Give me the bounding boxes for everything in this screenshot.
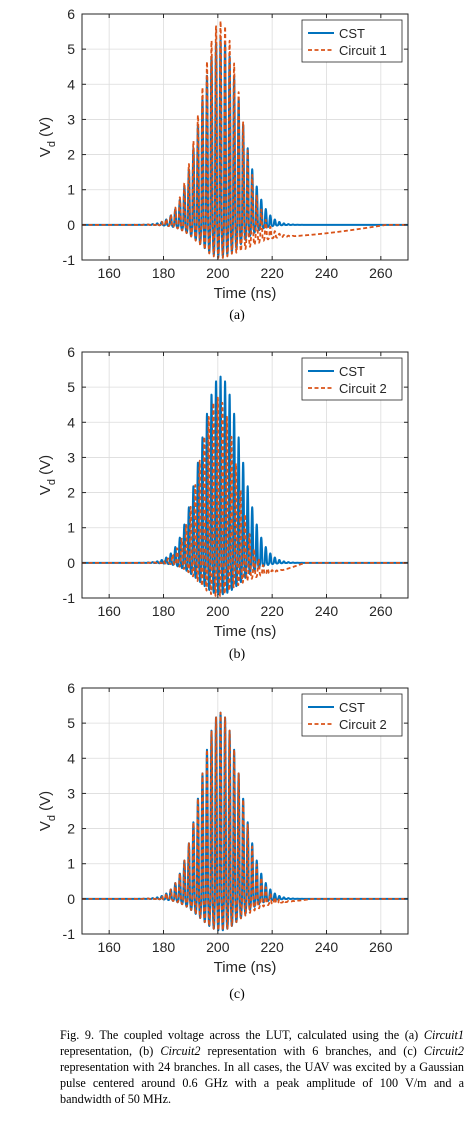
x-tick-label-b: 220 <box>260 603 284 619</box>
chart-panel-b: 160 180 200 220 240 260 -1 0 1 2 3 4 5 6 Time (ns) Vd (… <box>0 338 474 676</box>
y-axis-label-sub-c: d <box>46 815 58 821</box>
series-line-c-circuit <box>82 711 408 932</box>
x-tick-label-c: 200 <box>206 939 230 955</box>
y-tick-label-b: 6 <box>67 344 75 360</box>
caption-em-1: Circuit1 <box>423 1028 464 1042</box>
figure-caption: Fig. 9. The coupled voltage across the L… <box>60 1027 464 1107</box>
chart-c: 160 180 200 220 240 260 -1 0 1 2 3 4 5 6 Time (ns) Vd (… <box>37 680 409 976</box>
x-axis-label-c: Time (ns) <box>214 959 277 976</box>
series-line-b-circuit <box>82 396 408 597</box>
y-tick-label-a: 0 <box>67 217 75 233</box>
y-tick-label-b: 3 <box>67 449 75 465</box>
x-tick-label-a: 160 <box>97 265 121 281</box>
x-tick-label-b: 160 <box>97 603 121 619</box>
x-tick-label-b: 180 <box>152 603 176 619</box>
x-tick-label-c: 240 <box>315 939 339 955</box>
y-tick-label-a: 1 <box>67 182 75 198</box>
legend-label-b-0: CST <box>339 364 365 379</box>
x-axis-label-b: Time (ns) <box>214 623 277 640</box>
caption-text-1: Fig. 9. The coupled voltage across the L… <box>60 1028 424 1042</box>
legend-box-c <box>301 693 403 737</box>
y-tick-label-a: 6 <box>67 6 75 22</box>
legend-label-c-0: CST <box>339 700 365 715</box>
y-axis-label-unit-c: (V) <box>37 791 54 815</box>
caption-text-3: representation with 6 branches, and (c) <box>200 1044 424 1058</box>
axes-box-c <box>81 687 409 935</box>
caption-em-3: Circuit2 <box>423 1044 464 1058</box>
y-tick-label-c: -1 <box>63 926 76 942</box>
panel-label-b: (b) <box>228 647 246 662</box>
y-axis-label-sub-a: d <box>46 141 58 147</box>
x-axis-label-a: Time (ns) <box>214 285 277 302</box>
y-axis-label-sub-b: d <box>46 479 58 485</box>
y-axis-label-main-a: V <box>37 147 54 157</box>
panel-label-c: (c) <box>229 987 245 1002</box>
chart-a: 160 180 200 220 240 260 -1 0 1 2 3 4 5 6 Time (ns) Vd (… <box>37 6 409 302</box>
caption-em-2: Circuit2 <box>160 1044 201 1058</box>
y-axis-label-unit-a: (V) <box>37 117 54 141</box>
y-axis-label-c: Vd (V) <box>37 791 58 831</box>
y-tick-label-a: 3 <box>67 111 75 127</box>
y-axis-label-unit-b: (V) <box>37 455 54 479</box>
x-tick-label-c: 260 <box>369 939 393 955</box>
caption-text-2: representation, (b) <box>60 1044 161 1058</box>
y-tick-label-b: 1 <box>67 520 75 536</box>
y-axis-label-main-c: V <box>37 821 54 831</box>
y-tick-label-a: -1 <box>63 252 76 268</box>
legend-label-a-1: Circuit 1 <box>339 43 387 58</box>
y-tick-label-c: 2 <box>67 821 75 837</box>
x-tick-label-a: 220 <box>260 265 284 281</box>
y-axis-label-a: Vd (V) <box>37 117 58 157</box>
y-tick-label-c: 3 <box>67 785 75 801</box>
y-tick-label-b: 5 <box>67 379 75 395</box>
caption-text-4: representation with 24 branches. In all … <box>60 1060 464 1106</box>
x-tick-label-b: 200 <box>206 603 230 619</box>
y-tick-label-b: -1 <box>63 590 76 606</box>
y-tick-label-c: 6 <box>67 680 75 696</box>
panel-label-a: (a) <box>229 308 245 323</box>
legend-label-c-1: Circuit 2 <box>339 717 387 732</box>
x-tick-label-b: 240 <box>315 603 339 619</box>
y-tick-label-a: 4 <box>67 76 75 92</box>
y-tick-label-b: 0 <box>67 555 75 571</box>
y-axis-label-b: Vd (V) <box>37 455 58 495</box>
x-tick-label-a: 240 <box>315 265 339 281</box>
x-tick-label-a: 200 <box>206 265 230 281</box>
legend-box-a <box>301 19 403 63</box>
x-tick-label-b: 260 <box>369 603 393 619</box>
chart-b: 160 180 200 220 240 260 -1 0 1 2 3 4 5 6 Time (ns) Vd (… <box>37 344 409 640</box>
axes-box-b <box>81 351 409 599</box>
series-line-a-circuit <box>82 20 408 259</box>
axes-box-a <box>81 13 409 261</box>
chart-panel-c: 160 180 200 220 240 260 -1 0 1 2 3 4 5 6 Time (ns) Vd (… <box>0 674 474 1014</box>
y-tick-label-c: 0 <box>67 891 75 907</box>
x-tick-label-c: 180 <box>152 939 176 955</box>
legend-box-b <box>301 357 403 401</box>
x-tick-label-c: 220 <box>260 939 284 955</box>
y-tick-label-c: 5 <box>67 715 75 731</box>
legend-label-a-0: CST <box>339 26 365 41</box>
y-axis-label-main-b: V <box>37 485 54 495</box>
y-tick-label-b: 4 <box>67 414 75 430</box>
y-tick-label-c: 1 <box>67 856 75 872</box>
legend-label-b-1: Circuit 2 <box>339 381 387 396</box>
y-tick-label-a: 2 <box>67 147 75 163</box>
chart-panel-a: 160 180 200 220 240 260 -1 0 1 2 3 4 5 6 Time (ns) Vd (… <box>0 0 474 338</box>
x-tick-label-a: 260 <box>369 265 393 281</box>
x-tick-label-a: 180 <box>152 265 176 281</box>
y-tick-label-a: 5 <box>67 41 75 57</box>
y-tick-label-b: 2 <box>67 485 75 501</box>
y-tick-label-c: 4 <box>67 750 75 766</box>
x-tick-label-c: 160 <box>97 939 121 955</box>
